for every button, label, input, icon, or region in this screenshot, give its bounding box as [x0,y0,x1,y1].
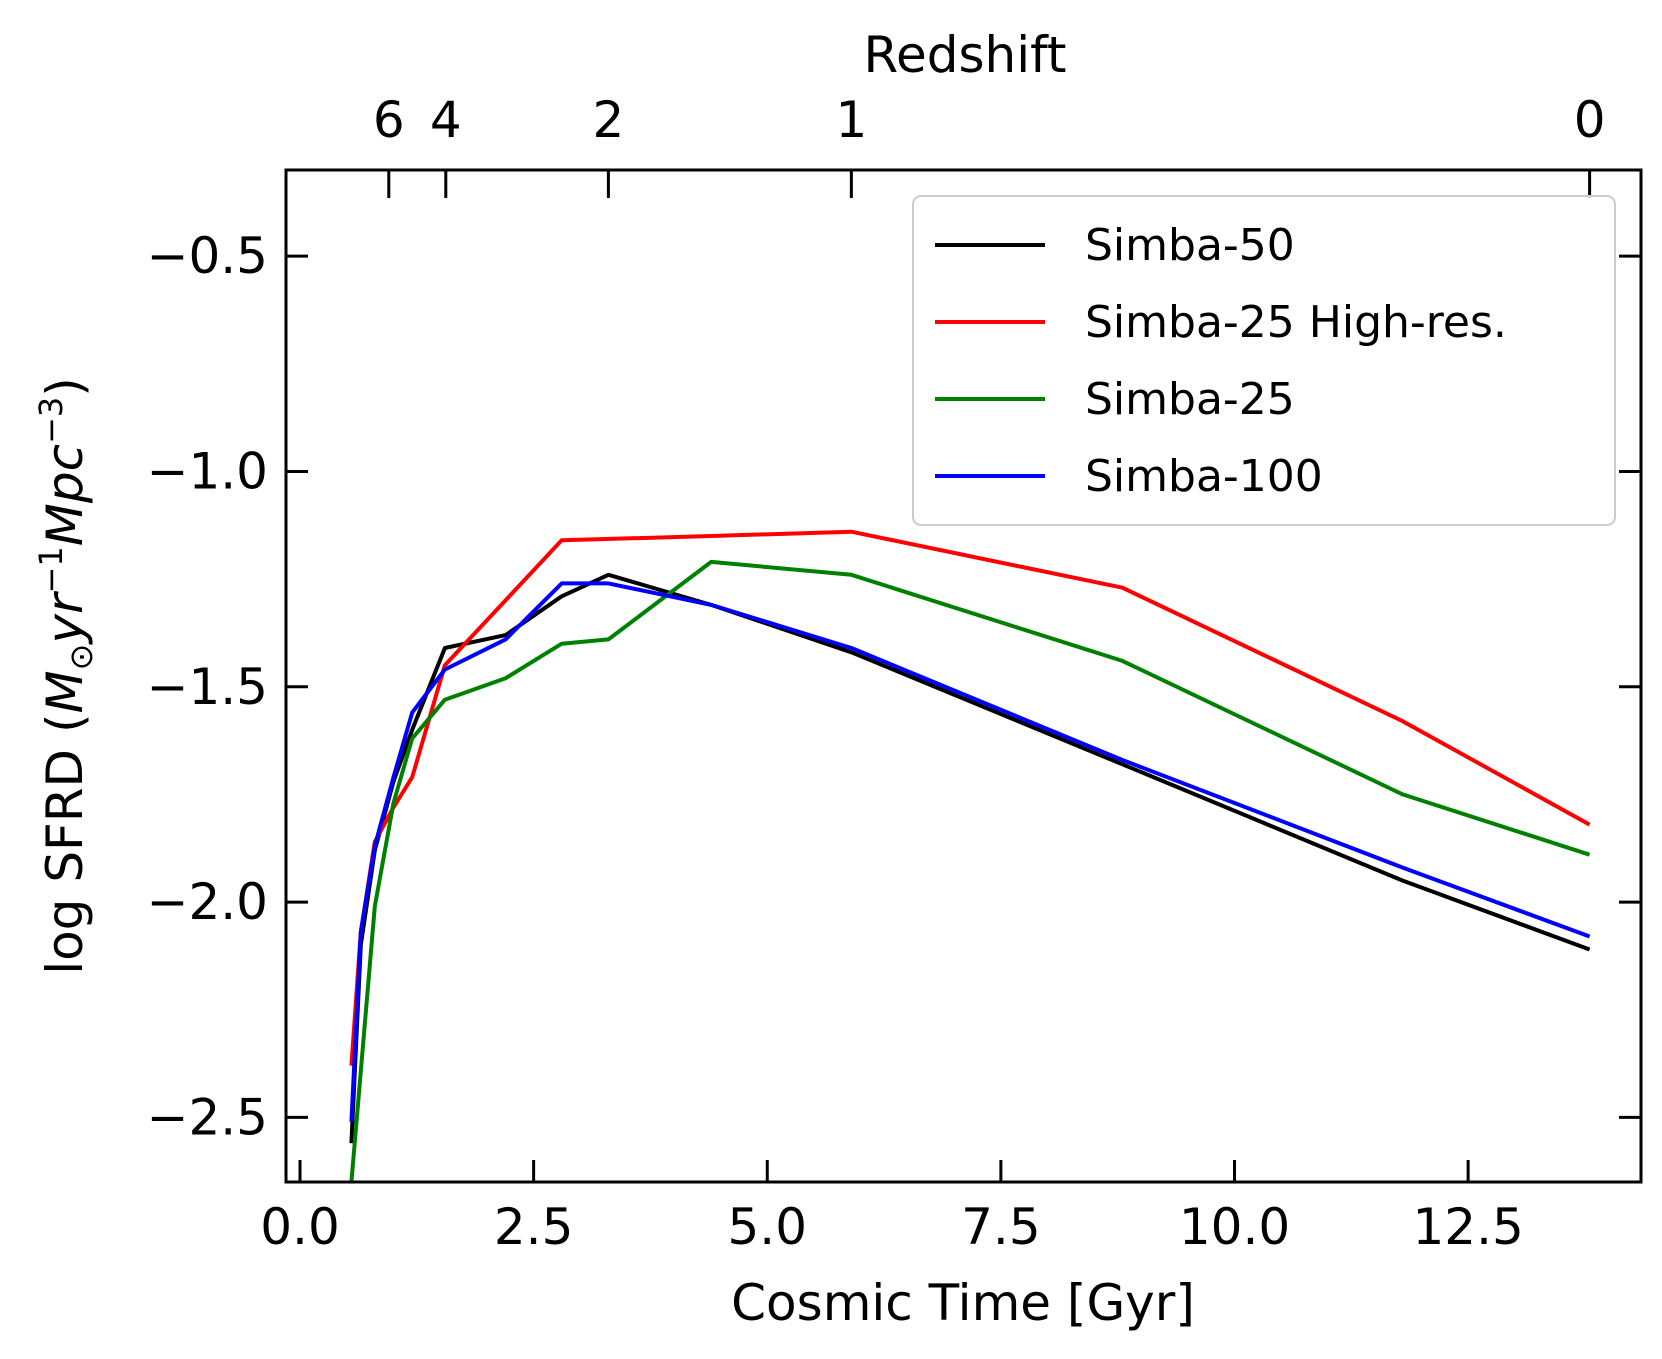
legend: Simba-50 Simba-25 High-res. Simba-25 Simba-… [912,195,1616,526]
top-x-axis-title: Redshift [864,26,1067,84]
series-line-simba-100 [349,581,1591,1122]
top-tick-label: 2 [592,91,624,149]
legend-label-simba-25-high-res: Simba-25 High-res. [1085,297,1507,348]
legend-label-simba-50: Simba-50 [1085,220,1295,271]
legend-items: Simba-50 Simba-25 High-res. Simba-25 Simba-… [935,220,1507,502]
top-tick-label: 1 [835,91,867,149]
series-layer [349,529,1591,1182]
x-tick-label: 7.5 [961,1198,1041,1256]
x-tick-label: 10.0 [1179,1198,1290,1256]
y-tick-label: −2.0 [147,873,268,931]
y-axis-title: log SFRD (M⊙yr−1Mpc−3) [32,377,100,975]
legend-label-simba-25: Simba-25 [1085,374,1295,425]
y-tick-label: −2.5 [147,1088,268,1146]
x-tick-label: 5.0 [727,1198,807,1256]
y-tick-label: −1.0 [147,442,268,500]
y-tick-label: −0.5 [147,227,268,285]
x-tick-label: 12.5 [1412,1198,1523,1256]
legend-label-simba-100: Simba-100 [1085,451,1323,502]
y-tick-label: −1.5 [147,658,268,716]
series-line-simba-25 [349,559,1591,1182]
x-tick-label: 2.5 [494,1198,574,1256]
tick-layer: 0.0 2.5 5.0 7.5 10.0 12.5 −0.5 −1.0 −1.5 −2.0 −2.5… [147,91,1641,1256]
top-tick-label: 0 [1574,91,1606,149]
plot-frame [284,168,1643,1184]
x-tick-label: 0.0 [260,1198,340,1256]
legend-box [912,195,1616,526]
top-tick-label: 4 [430,91,462,149]
top-tick-label: 6 [373,91,405,149]
x-axis-title: Cosmic Time [Gyr] [731,1274,1195,1332]
